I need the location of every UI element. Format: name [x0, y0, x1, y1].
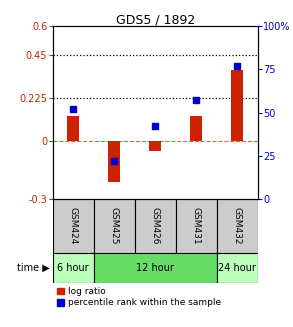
- Bar: [94, 253, 217, 283]
- Bar: [176, 199, 217, 253]
- Bar: [231, 70, 243, 141]
- Text: time ▶: time ▶: [17, 263, 50, 273]
- Bar: [217, 199, 258, 253]
- Title: GDS5 / 1892: GDS5 / 1892: [116, 13, 195, 26]
- Text: GSM431: GSM431: [192, 207, 201, 245]
- Bar: [53, 253, 94, 283]
- Text: GSM432: GSM432: [233, 207, 242, 245]
- Bar: [217, 253, 258, 283]
- Text: GSM425: GSM425: [110, 207, 119, 245]
- Text: GSM426: GSM426: [151, 207, 160, 245]
- Legend: log ratio, percentile rank within the sample: log ratio, percentile rank within the sa…: [57, 287, 221, 307]
- Bar: [67, 116, 79, 141]
- Bar: [135, 199, 176, 253]
- Bar: [190, 116, 202, 141]
- Text: 12 hour: 12 hour: [136, 263, 174, 273]
- Text: GSM424: GSM424: [69, 207, 78, 245]
- Bar: [149, 141, 161, 151]
- Bar: [53, 199, 94, 253]
- Text: 24 hour: 24 hour: [218, 263, 256, 273]
- Text: 6 hour: 6 hour: [57, 263, 89, 273]
- Bar: [108, 141, 120, 182]
- Bar: [94, 199, 135, 253]
